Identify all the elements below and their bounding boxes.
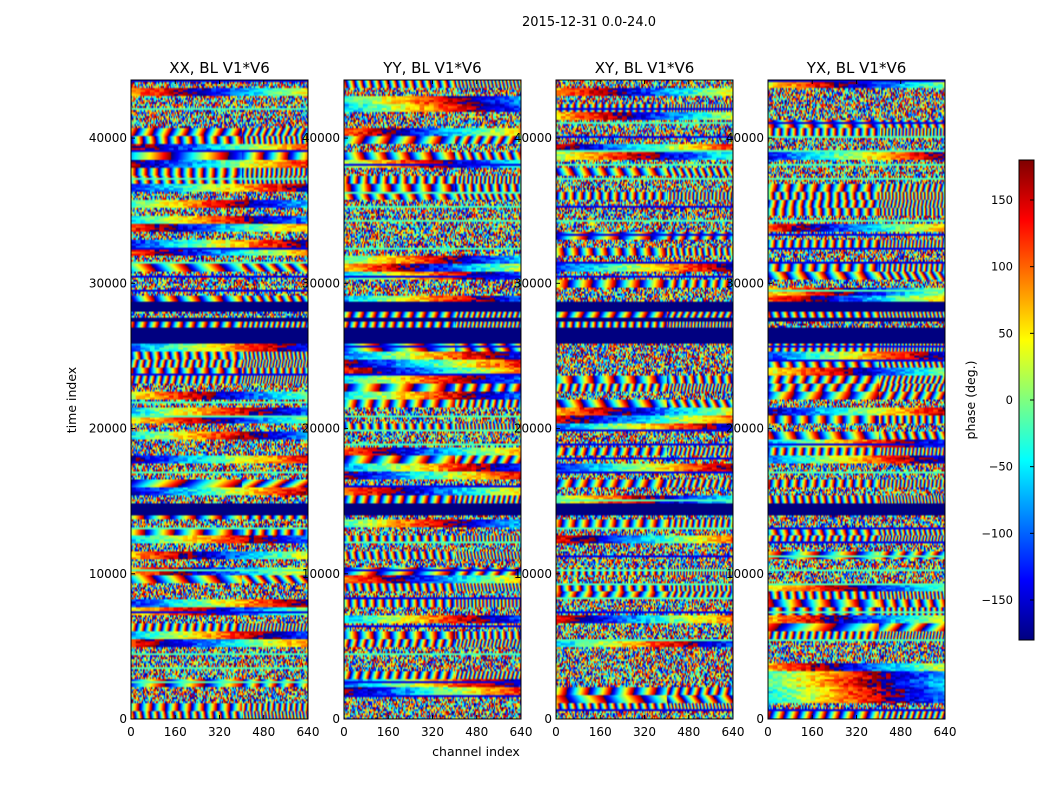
colorbar-tick-label: −100 — [981, 526, 1013, 540]
y-tick-label: 20000 — [89, 422, 127, 436]
y-tick-label: 0 — [332, 712, 340, 726]
y-axis-label: time index — [64, 367, 79, 433]
panel-1-title: XX, BL V1*V6 — [169, 59, 270, 77]
y-tick-label: 10000 — [89, 567, 127, 581]
y-tick-label: 0 — [544, 712, 552, 726]
colorbar-tick-label: −50 — [989, 460, 1013, 474]
panel-4: YX, BL V1*V6 0 160 320 480 640 0 10000 20000 3000… — [726, 59, 957, 739]
colorbar-tick-label: 50 — [998, 326, 1013, 340]
x-tick-label: 480 — [677, 725, 700, 739]
y-tick-label: 30000 — [726, 276, 764, 290]
panel-3-title: XY, BL V1*V6 — [595, 59, 695, 77]
x-tick-label: 160 — [164, 725, 187, 739]
x-tick-label: 320 — [633, 725, 656, 739]
y-tick-label: 0 — [119, 712, 127, 726]
y-tick-label: 40000 — [726, 131, 764, 145]
colorbar-tick-label: 0 — [1006, 393, 1013, 407]
x-tick-label: 640 — [934, 725, 957, 739]
y-tick-label: 30000 — [302, 276, 340, 290]
colorbar-tick-label: −150 — [981, 593, 1013, 607]
y-tick-label: 0 — [756, 712, 764, 726]
figure-title: 2015-12-31 0.0-24.0 — [522, 15, 656, 30]
panel-4-heatmap — [768, 80, 945, 719]
y-tick-label: 10000 — [726, 567, 764, 581]
y-tick-label: 20000 — [726, 422, 764, 436]
y-tick-label: 20000 — [514, 422, 552, 436]
y-tick-label: 40000 — [89, 131, 127, 145]
y-tick-label: 40000 — [514, 131, 552, 145]
y-tick-label: 10000 — [514, 567, 552, 581]
panel-3-heatmap — [556, 80, 733, 719]
x-tick-label: 480 — [252, 725, 275, 739]
colorbar-label: phase (deg.) — [963, 361, 978, 440]
x-tick-label: 160 — [377, 725, 400, 739]
y-tick-label: 10000 — [302, 567, 340, 581]
colorbar-tick-label: 100 — [991, 260, 1013, 274]
x-tick-label: 0 — [127, 725, 135, 739]
x-tick-label: 480 — [465, 725, 488, 739]
x-tick-label: 640 — [297, 725, 320, 739]
colorbar-tick-label: 150 — [991, 193, 1013, 207]
x-tick-label: 640 — [722, 725, 745, 739]
panel-2-title: YY, BL V1*V6 — [382, 59, 481, 77]
x-tick-label: 480 — [889, 725, 912, 739]
panel-1-heatmap — [131, 80, 308, 719]
panel-2: YY, BL V1*V6 0 160 320 480 640 0 10000 20000 3000… — [302, 59, 533, 739]
colorbar: −150 −100 −50 0 50 100 150 — [981, 159, 1035, 641]
y-tick-label: 40000 — [302, 131, 340, 145]
x-tick-label: 0 — [340, 725, 348, 739]
y-tick-label: 30000 — [514, 276, 552, 290]
x-tick-label: 160 — [801, 725, 824, 739]
y-tick-label: 30000 — [89, 276, 127, 290]
x-tick-label: 0 — [764, 725, 772, 739]
x-axis-label: channel index — [432, 744, 520, 759]
y-tick-label: 20000 — [302, 422, 340, 436]
panel-1: XX, BL V1*V6 0 160 320 480 640 0 10000 20000 3000… — [89, 59, 320, 739]
x-tick-label: 640 — [510, 725, 533, 739]
panels: XX, BL V1*V6 0 160 320 480 640 0 10000 20000 3000… — [89, 59, 957, 739]
x-tick-label: 0 — [552, 725, 560, 739]
panel-4-title: YX, BL V1*V6 — [806, 59, 907, 77]
panel-2-heatmap — [344, 80, 521, 719]
x-tick-label: 320 — [421, 725, 444, 739]
panel-3: XY, BL V1*V6 0 160 320 480 640 0 10000 20000 3000… — [514, 59, 745, 739]
x-tick-label: 320 — [208, 725, 231, 739]
x-tick-label: 160 — [589, 725, 612, 739]
x-tick-label: 320 — [845, 725, 868, 739]
